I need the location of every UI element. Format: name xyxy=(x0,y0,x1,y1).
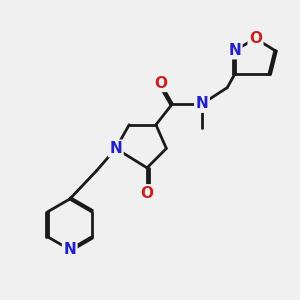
Text: N: N xyxy=(228,43,241,58)
Text: N: N xyxy=(110,141,122,156)
Text: N: N xyxy=(196,96,208,111)
Text: O: O xyxy=(154,76,167,91)
Text: O: O xyxy=(140,186,154,201)
Text: N: N xyxy=(63,242,76,257)
Text: O: O xyxy=(249,31,262,46)
